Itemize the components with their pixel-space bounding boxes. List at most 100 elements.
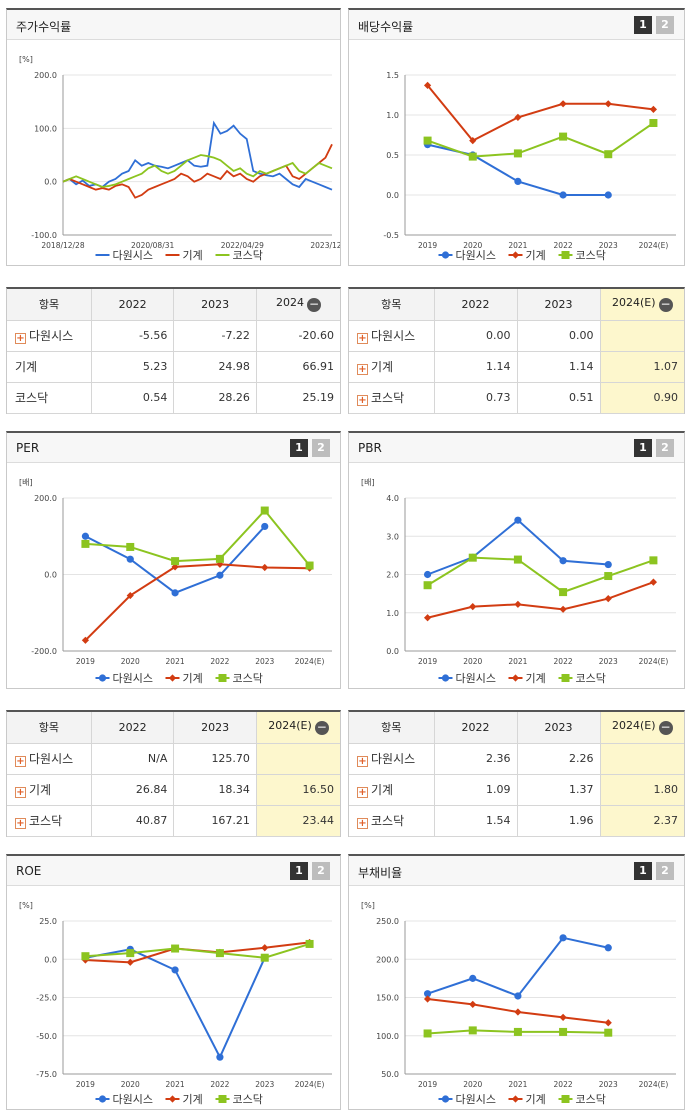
expand-icon[interactable]: + xyxy=(357,364,368,375)
panel-header: 부채비율 1 2 xyxy=(349,856,684,886)
x-tick-label: 2020 xyxy=(463,241,482,250)
row-name-label: 다원시스 xyxy=(371,329,416,343)
data-point xyxy=(81,532,90,540)
panel-header: PBR 1 2 xyxy=(349,433,684,463)
x-tick-label: 2020 xyxy=(121,1080,140,1089)
x-tick-label: 2019 xyxy=(76,657,95,666)
expand-icon[interactable]: + xyxy=(15,756,26,767)
header-label: 항목 xyxy=(38,298,60,312)
table-header-cell: 2024(E) − xyxy=(255,712,340,744)
page-1-button[interactable]: 1 xyxy=(634,439,652,457)
page-2-button[interactable]: 2 xyxy=(312,439,330,457)
series-line xyxy=(85,942,310,959)
page-1-button[interactable]: 1 xyxy=(290,862,308,880)
table-cell: -20.60 xyxy=(255,320,340,352)
data-point xyxy=(171,589,179,597)
y-tick-label: 0.0 xyxy=(386,191,399,200)
page-1-button[interactable]: 1 xyxy=(634,16,652,34)
per-table: 항목 2022 2023 2024(E) − + 다원시스 N/A 125.70 + 기계 26.84… xyxy=(6,710,341,837)
x-tick-label: 2020 xyxy=(463,657,482,666)
x-tick-label: 2022 xyxy=(210,1080,229,1089)
table-cell: 26.84 xyxy=(90,774,174,806)
roe-chart: [%] 25.0 0.0 -25.0 -50.0 -75.0 2019 2020 2021 202… xyxy=(19,901,332,1106)
data-point xyxy=(649,105,658,113)
per-chart: [배]200.0 0.0 -200.0 2019 2020 2021 2022 2023 202… xyxy=(19,478,332,685)
data-point xyxy=(168,674,177,682)
row-name-cell: 기계 xyxy=(7,351,92,383)
y-tick-label: -100.0 xyxy=(31,231,57,240)
header-label: 항목 xyxy=(381,298,402,312)
data-point xyxy=(561,251,570,259)
row-name-label: 다원시스 xyxy=(29,329,74,343)
table-cell: 1.09 xyxy=(433,774,517,806)
table-row: + 기계 1.09 1.37 1.80 xyxy=(349,774,684,806)
data-point xyxy=(559,1013,567,1021)
expand-icon[interactable]: + xyxy=(357,333,368,344)
data-point xyxy=(423,995,432,1003)
table-cell: 0.00 xyxy=(433,320,517,352)
table-header-cell: 2024(E) − xyxy=(599,289,684,321)
table-header-cell: 2024− xyxy=(255,289,340,321)
page-2-button[interactable]: 2 xyxy=(312,862,330,880)
page-2-button[interactable]: 2 xyxy=(656,16,674,34)
data-point xyxy=(423,136,432,145)
x-tick-label: 2021 xyxy=(508,241,527,250)
x-tick-label: 2022 xyxy=(210,657,229,666)
legend-label: 다원시스 xyxy=(456,1093,496,1106)
data-table: 항목 2022 2023 2024(E) − + 다원시스 N/A 125.70 + 기계 26.84… xyxy=(7,712,340,837)
data-point xyxy=(216,571,224,579)
expand-icon[interactable]: + xyxy=(357,787,368,798)
y-tick-label: 1.0 xyxy=(386,111,399,120)
page-1-button[interactable]: 1 xyxy=(290,439,308,457)
panel-title: PER xyxy=(16,441,40,455)
data-point xyxy=(649,578,658,586)
table-cell: -7.22 xyxy=(173,320,257,352)
collapse-icon[interactable]: − xyxy=(658,720,673,736)
table-cell: 2.36 xyxy=(433,743,517,775)
row-name-label: 다원시스 xyxy=(371,752,416,766)
y-tick-label: -75.0 xyxy=(36,1070,57,1079)
row-name-cell: + 다원시스 xyxy=(349,320,434,352)
table-row: + 다원시스 -5.56 -7.22 -20.60 xyxy=(7,320,340,352)
collapse-icon[interactable]: − xyxy=(658,297,673,313)
data-point xyxy=(171,944,180,953)
x-tick-label: 2019 xyxy=(418,241,437,250)
row-name-label: 코스닥 xyxy=(371,391,405,405)
table-cell: 24.98 xyxy=(173,351,257,383)
data-point xyxy=(218,674,227,682)
expand-icon[interactable]: + xyxy=(15,787,26,798)
series-line xyxy=(62,120,333,191)
x-tick-label: 2020/08/31 xyxy=(131,241,174,250)
page-1-button[interactable]: 1 xyxy=(634,862,652,880)
table-cell xyxy=(255,743,340,775)
data-point xyxy=(514,516,522,524)
expand-icon[interactable]: + xyxy=(357,818,368,829)
data-point xyxy=(604,572,613,581)
x-tick-label: 2020 xyxy=(463,1080,482,1089)
row-name-label: 기계 xyxy=(371,360,394,374)
series-line xyxy=(84,563,310,641)
table-row: + 코스닥 1.54 1.96 2.37 xyxy=(349,805,684,837)
legend-label: 기계 xyxy=(183,1093,203,1106)
y-unit-label: [배] xyxy=(361,478,375,487)
table-row: + 다원시스 2.36 2.26 xyxy=(349,743,684,775)
page-2-button[interactable]: 2 xyxy=(656,862,674,880)
page-2-button[interactable]: 2 xyxy=(656,439,674,457)
table-cell: 1.37 xyxy=(516,774,600,806)
y-tick-label: 100.0 xyxy=(34,124,57,133)
expand-icon[interactable]: + xyxy=(357,756,368,767)
x-tick-label: 2019 xyxy=(418,1080,437,1089)
y-unit-label: [%] xyxy=(19,901,33,910)
table-cell: 1.14 xyxy=(516,351,600,383)
data-point xyxy=(261,944,269,952)
collapse-icon[interactable]: − xyxy=(306,297,321,313)
y-tick-label: 1.5 xyxy=(386,71,399,80)
collapse-icon[interactable]: − xyxy=(314,720,329,736)
expand-icon[interactable]: + xyxy=(15,818,26,829)
table-cell xyxy=(599,743,684,775)
y-tick-label: 0.0 xyxy=(44,955,57,964)
y-tick-label: -50.0 xyxy=(36,1032,57,1041)
expand-icon[interactable]: + xyxy=(357,395,368,406)
y-tick-label: -25.0 xyxy=(36,994,57,1003)
expand-icon[interactable]: + xyxy=(15,333,26,344)
